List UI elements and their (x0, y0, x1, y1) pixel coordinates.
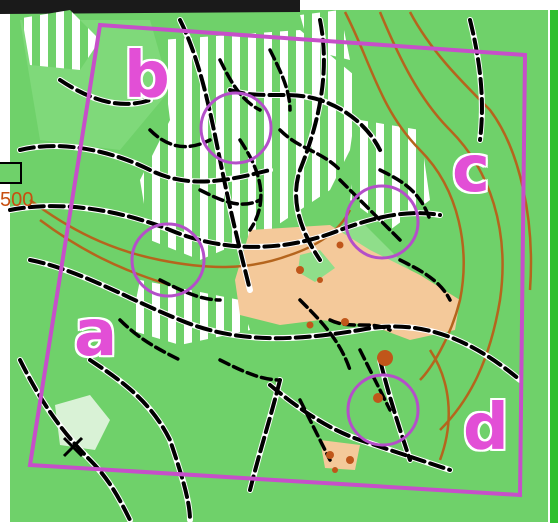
scale-text: 500 (0, 189, 34, 211)
cross-marker (62, 436, 84, 458)
zone-label-b: b (124, 39, 170, 113)
top-edge-strip (0, 0, 300, 14)
control-circle-3 (130, 222, 206, 298)
scale-box (0, 162, 22, 184)
zone-boundary (27, 22, 528, 498)
control-circles (130, 91, 420, 447)
boulder-dots (296, 241, 393, 473)
marsh-area-top-left (22, 10, 100, 70)
zone-label-a: a (74, 297, 118, 371)
marsh-area-center (140, 30, 360, 260)
control-circle-2 (344, 184, 420, 260)
zone-label-d: d (463, 391, 509, 465)
control-circle-1 (199, 91, 273, 165)
zone-label-c: c (452, 133, 490, 207)
open-land-green-island (298, 250, 335, 282)
small-trails (118, 48, 452, 462)
control-circle-4 (346, 373, 420, 447)
right-green-strip (550, 10, 558, 523)
